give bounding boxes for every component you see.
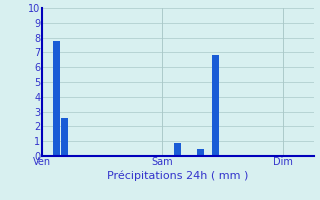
Bar	[197, 149, 204, 156]
Bar	[212, 55, 219, 156]
X-axis label: Précipitations 24h ( mm ): Précipitations 24h ( mm )	[107, 170, 248, 181]
Bar	[53, 41, 60, 156]
Bar	[174, 143, 181, 156]
Bar	[61, 118, 68, 156]
